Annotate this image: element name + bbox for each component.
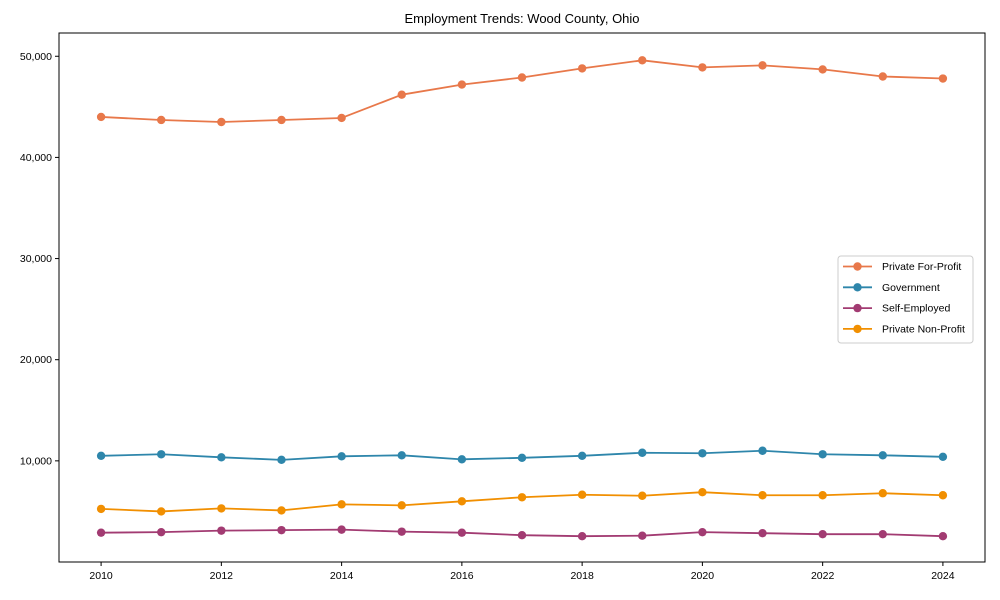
point-government (758, 446, 767, 455)
point-private-non-profit (577, 490, 587, 499)
point-government (517, 453, 527, 463)
point-private-non-profit (938, 491, 948, 500)
y-tick-label: 40,000 (20, 152, 52, 164)
point-private-for-profit (517, 73, 527, 82)
point-government (337, 452, 346, 461)
point-government (96, 451, 106, 460)
point-self-employed (698, 527, 707, 537)
x-tick-label: 2024 (931, 570, 955, 582)
point-private-for-profit (638, 56, 647, 65)
point-government (938, 452, 948, 462)
point-private-non-profit (277, 506, 286, 515)
point-self-employed (758, 528, 767, 538)
x-tick-label: 2018 (570, 570, 594, 582)
point-self-employed (157, 527, 166, 537)
y-tick-label: 50,000 (20, 51, 52, 63)
point-private-non-profit (758, 491, 767, 500)
y-tick-label: 20,000 (20, 354, 52, 366)
point-government (217, 453, 226, 462)
chart-title: Employment Trends: Wood County, Ohio (404, 11, 639, 26)
series-group (96, 56, 948, 541)
x-tick-label: 2012 (210, 570, 234, 582)
plot-border (58, 32, 986, 563)
line-private-for-profit (100, 59, 944, 123)
legend: Private For-Profit Government Self-Employe… (837, 255, 974, 344)
point-private-for-profit (818, 65, 827, 74)
point-private-for-profit (457, 80, 467, 89)
legend-label-government: Government (882, 282, 940, 294)
point-government (698, 449, 707, 458)
legend-label-private-non-profit: Private Non-Profit (882, 323, 965, 335)
point-private-non-profit (878, 489, 887, 498)
legend-label-self-employed: Self-Employed (882, 303, 950, 315)
y-tick-label: 10,000 (20, 455, 52, 467)
point-private-for-profit (878, 72, 887, 81)
point-private-non-profit (638, 491, 647, 500)
point-private-for-profit (277, 115, 286, 125)
point-government (577, 451, 587, 460)
point-private-for-profit (397, 90, 406, 99)
point-private-for-profit (337, 113, 346, 123)
point-self-employed (96, 528, 106, 537)
legend-marker-private-for-profit (853, 262, 862, 271)
point-private-non-profit (96, 504, 106, 514)
y-tick-label: 30,000 (20, 253, 52, 265)
point-private-for-profit (96, 112, 106, 122)
point-private-non-profit (457, 497, 467, 506)
point-self-employed (878, 529, 887, 539)
point-self-employed (397, 527, 406, 536)
point-self-employed (457, 528, 467, 537)
x-tick-label: 2016 (450, 570, 474, 582)
point-self-employed (638, 531, 647, 540)
point-private-non-profit (157, 507, 166, 516)
legend-marker-government (853, 283, 862, 292)
x-tick-label: 2022 (811, 570, 835, 582)
axes: 2010 2012 2014 2016 2018 2020 2022 2024 10,000 20… (20, 32, 986, 582)
point-self-employed (577, 532, 587, 541)
point-self-employed (818, 529, 827, 539)
point-government (457, 455, 467, 464)
point-self-employed (337, 525, 346, 534)
point-private-non-profit (397, 501, 406, 510)
legend-marker-self-employed (853, 303, 862, 313)
x-tick-label: 2014 (330, 570, 354, 582)
point-private-non-profit (698, 488, 707, 497)
legend-marker-private-non-profit (853, 324, 862, 334)
point-private-for-profit (698, 63, 707, 72)
point-private-non-profit (517, 493, 527, 502)
point-government (157, 450, 166, 459)
point-private-for-profit (217, 117, 226, 127)
point-government (397, 451, 406, 460)
point-private-for-profit (157, 115, 166, 125)
point-private-for-profit (938, 74, 948, 83)
point-government (878, 451, 887, 460)
point-self-employed (277, 525, 286, 535)
point-self-employed (517, 530, 527, 540)
x-tick-label: 2020 (691, 570, 715, 582)
point-government (818, 450, 827, 459)
x-tick-label: 2010 (89, 570, 113, 582)
point-self-employed (217, 526, 226, 535)
point-private-for-profit (577, 64, 587, 73)
point-government (638, 448, 647, 457)
point-private-non-profit (217, 504, 226, 513)
point-self-employed (938, 532, 948, 541)
point-government (277, 455, 286, 465)
point-private-for-profit (758, 61, 767, 70)
legend-label-private-for-profit: Private For-Profit (882, 261, 961, 273)
point-private-non-profit (818, 491, 827, 500)
point-private-non-profit (337, 500, 346, 509)
legend-box (837, 255, 974, 344)
